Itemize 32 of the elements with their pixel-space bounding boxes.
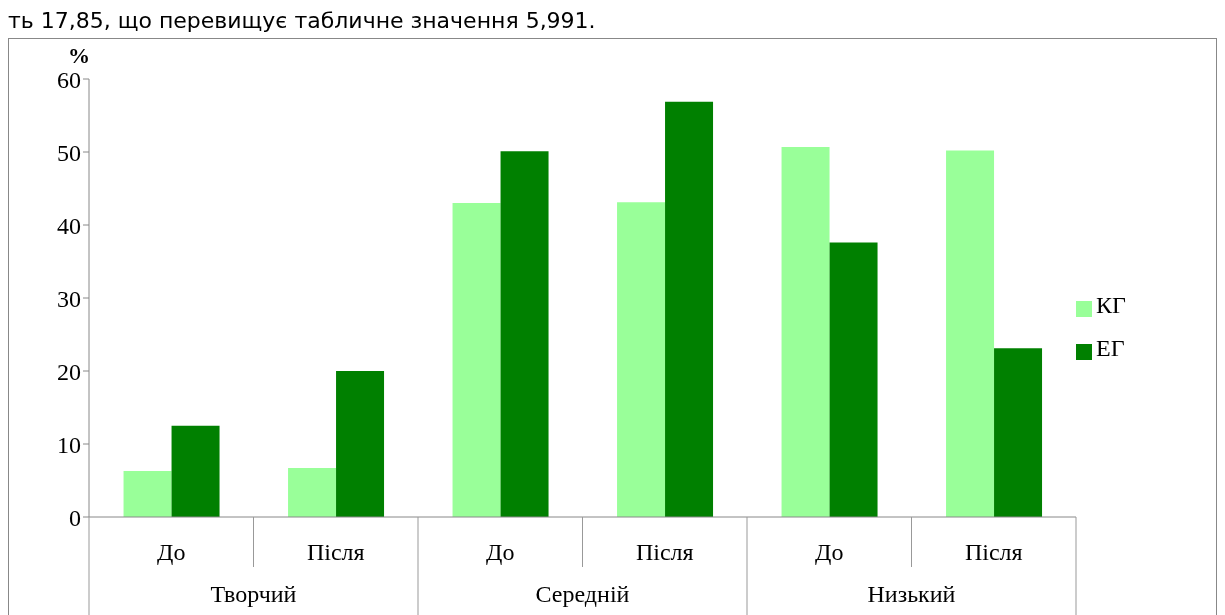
bar xyxy=(452,203,501,517)
text: Низький xyxy=(867,581,956,607)
x-tick-label: Після xyxy=(306,539,365,566)
x-tick-label: До xyxy=(815,539,844,566)
y-tick-label: 30 xyxy=(57,285,81,312)
bar xyxy=(829,242,878,517)
bar xyxy=(500,151,549,517)
y-tick-label: 10 xyxy=(57,431,81,458)
bar xyxy=(123,471,172,517)
y-tick-label: 60 xyxy=(57,66,81,93)
bar xyxy=(665,101,714,517)
bar xyxy=(946,150,995,517)
y-tick-label: 20 xyxy=(57,358,81,385)
x-tick-label: Після xyxy=(635,539,694,566)
y-tick-label: 50 xyxy=(57,139,81,166)
bar xyxy=(336,371,385,517)
text: ть 17,85, що перевищує табличне значення 5,991. xyxy=(8,8,597,35)
y-axis-title: % xyxy=(68,43,90,68)
bar xyxy=(288,468,337,517)
y-tick-label: 40 xyxy=(57,212,81,239)
text: Творчий xyxy=(210,581,297,607)
x-tick-label: До xyxy=(157,539,186,566)
x-tick-label: Після xyxy=(964,539,1023,566)
bar xyxy=(994,348,1043,517)
bar xyxy=(781,146,830,517)
x-tick-label: До xyxy=(486,539,515,566)
legend-label: КГ xyxy=(1096,292,1126,318)
bar xyxy=(171,425,220,517)
text: Середній xyxy=(535,581,630,607)
y-tick-label: 0 xyxy=(69,504,81,531)
bar xyxy=(617,202,666,517)
legend-label: ЕГ xyxy=(1096,335,1125,361)
